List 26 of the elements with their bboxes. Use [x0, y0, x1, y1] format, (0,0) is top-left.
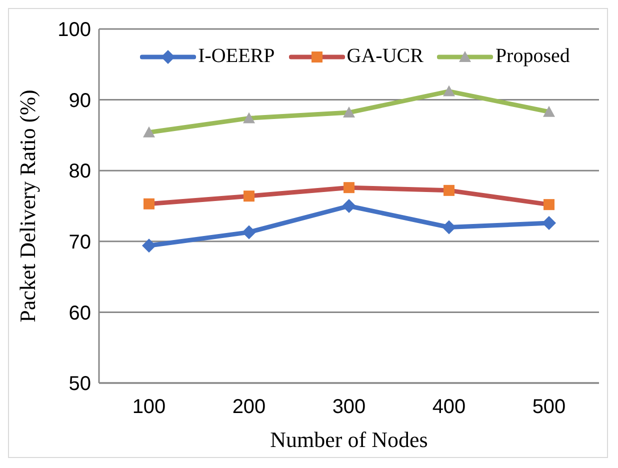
y-axis-title: Packet Delivery Ratio (%) [14, 90, 40, 322]
legend-label: GA-UCR [346, 45, 424, 68]
point [142, 238, 156, 253]
point [444, 184, 454, 196]
point [244, 190, 254, 202]
point [544, 199, 554, 210]
point [344, 182, 354, 194]
x-tick-label: 500 [532, 396, 566, 418]
legend-label: I-OEERP [197, 45, 275, 68]
x-tick-label: 100 [132, 396, 166, 418]
x-tick-label: 300 [332, 396, 366, 418]
y-tick-label: 90 [68, 90, 91, 112]
y-tick-label: 50 [68, 373, 91, 396]
y-tick-label: 60 [68, 302, 91, 324]
x-tick-label: 400 [432, 396, 466, 418]
point [144, 198, 154, 210]
x-tick-label: 200 [232, 396, 266, 418]
y-tick-label: 80 [68, 160, 91, 183]
y-tick-label: 100 [58, 19, 91, 42]
x-axis-title: Number of Nodes [270, 427, 428, 452]
legend-label: Proposed [494, 45, 570, 68]
point [342, 199, 356, 213]
point [242, 225, 256, 240]
point [442, 220, 456, 234]
point [542, 216, 556, 230]
y-tick-label: 70 [68, 232, 91, 254]
